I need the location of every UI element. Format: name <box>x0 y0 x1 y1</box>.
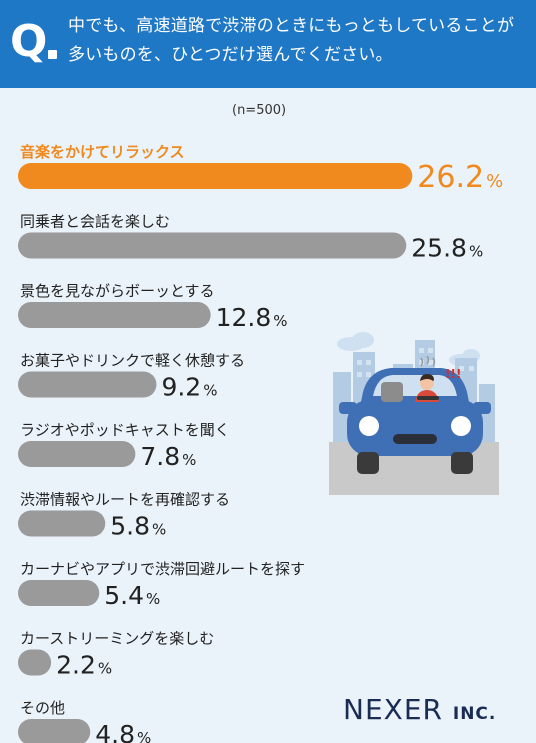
value-label: 7.8 <box>140 442 180 471</box>
logo-name: NEXER <box>343 693 443 726</box>
car-driver-traffic-illustration: !!! <box>329 332 499 495</box>
driver-icon <box>415 374 439 402</box>
logo-suffix: INC. <box>452 704 497 724</box>
category-label: 景色を見ながらボーッとする <box>20 282 215 300</box>
category-label: お菓子やドリンクで軽く休憩する <box>20 352 245 370</box>
unit-label: % <box>182 451 196 469</box>
bar <box>18 302 211 328</box>
question-header: Q 中でも、高速道路で渋滞のときにもっともしていることが多いものを、ひとつだけ選… <box>0 0 536 88</box>
value-label: 12.8 <box>216 303 272 332</box>
category-label: その他 <box>20 699 65 717</box>
question-q-dot <box>48 50 57 59</box>
category-label: 音楽をかけてリラックス <box>20 143 185 161</box>
sample-size-label: (n=500) <box>232 103 287 118</box>
bar <box>18 441 136 467</box>
unit-label: % <box>469 243 483 261</box>
nexer-logo: NEXER INC. <box>343 694 496 730</box>
unit-label: % <box>152 521 166 539</box>
bar <box>18 371 157 398</box>
unit-label: % <box>203 382 217 400</box>
category-label: カーナビやアプリで渋滞回避ルートを探す <box>20 560 305 578</box>
unit-label: % <box>273 312 287 330</box>
value-label: 2.2 <box>56 651 96 680</box>
stress-steam-icon <box>420 355 436 367</box>
category-label: 同乗者と会話を楽しむ <box>20 213 170 231</box>
value-label: 4.8 <box>95 720 135 743</box>
bar <box>18 719 91 743</box>
bar <box>18 232 407 259</box>
unit-label: % <box>146 590 160 608</box>
question-q-mark: Q <box>10 16 48 67</box>
car-seat-icon <box>381 382 403 402</box>
bar <box>18 649 52 676</box>
category-label: 渋滞情報やルートを再確認する <box>20 491 230 509</box>
category-label: ラジオやポッドキャストを聞く <box>20 421 230 439</box>
value-label: 26.2 <box>417 160 484 195</box>
value-label: 5.4 <box>104 581 144 610</box>
unit-label: % <box>98 660 112 678</box>
exclaim-mark: !!! <box>445 367 461 381</box>
bar <box>18 580 100 606</box>
category-label: カーストリーミングを楽しむ <box>20 630 214 648</box>
value-label: 9.2 <box>161 373 201 402</box>
unit-label: % <box>486 171 503 192</box>
bar <box>18 510 106 537</box>
unit-label: % <box>137 729 151 743</box>
bar <box>18 163 413 189</box>
value-label: 25.8 <box>411 234 467 263</box>
value-label: 5.8 <box>110 512 150 541</box>
question-text: 中でも、高速道路で渋滞のときにもっともしていることが多いものを、ひとつだけ選んで… <box>68 16 515 65</box>
